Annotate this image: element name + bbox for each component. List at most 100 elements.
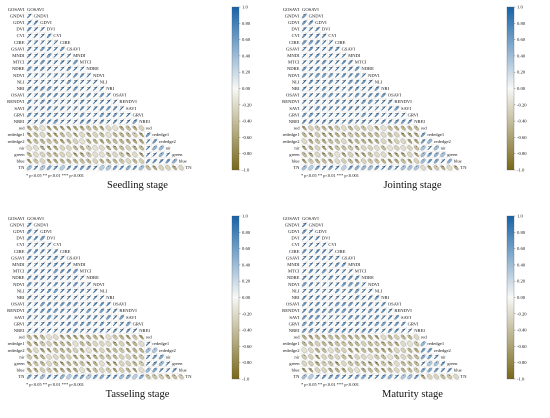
correlation-cell: *: [333, 366, 341, 374]
svg-text:*: *: [161, 152, 162, 156]
correlation-cell: ***: [327, 58, 335, 66]
correlation-cell: ***: [314, 280, 321, 288]
correlation-cell: *: [52, 360, 60, 367]
svg-text:***: ***: [303, 275, 306, 279]
svg-text:**: **: [363, 328, 365, 332]
svg-text:*: *: [357, 341, 358, 345]
svg-text:*: *: [310, 341, 311, 345]
svg-text:**: **: [48, 374, 50, 378]
row-label: green: [289, 361, 300, 366]
svg-text:***: ***: [100, 315, 103, 319]
correlation-cell: *: [131, 340, 139, 348]
correlation-cell: **: [32, 353, 40, 361]
row-label: NLI: [17, 79, 25, 84]
correlation-cell: *: [58, 373, 66, 381]
correlation-cell: **: [314, 294, 321, 301]
correlation-cell: ***: [32, 307, 40, 315]
correlation-cell: **: [426, 346, 434, 354]
correlation-cell: *: [320, 157, 328, 165]
svg-text:**: **: [74, 132, 76, 136]
svg-text:***: ***: [120, 106, 123, 110]
svg-text:*: *: [134, 354, 135, 358]
svg-text:***: ***: [362, 315, 365, 319]
svg-text:*: *: [304, 374, 305, 378]
svg-text:*: *: [436, 361, 437, 365]
svg-text:*: *: [121, 158, 122, 162]
correlation-cell: *: [380, 360, 387, 367]
svg-text:**: **: [310, 112, 312, 116]
svg-text:***: ***: [362, 106, 365, 110]
correlation-cell: **: [320, 320, 328, 328]
svg-text:*: *: [390, 374, 391, 378]
correlation-cell: [347, 366, 354, 374]
correlation-cell: **: [314, 71, 321, 79]
svg-text:*: *: [62, 354, 63, 358]
correlation-cell: ***: [333, 58, 341, 66]
correlation-cell: **: [353, 373, 361, 381]
correlation-cell: *: [91, 137, 99, 145]
svg-text:***: ***: [316, 282, 319, 286]
svg-text:***: ***: [28, 59, 31, 63]
svg-text:**: **: [154, 367, 156, 371]
correlation-cell: ***: [78, 300, 86, 308]
svg-text:***: ***: [87, 282, 90, 286]
correlation-cell: ***: [353, 327, 361, 334]
correlation-cell: ***: [171, 366, 178, 374]
svg-text:**: **: [448, 367, 450, 371]
correlation-cell: **: [45, 52, 53, 59]
svg-text:***: ***: [48, 66, 51, 70]
svg-text:***: ***: [100, 99, 103, 103]
correlation-cell: *: [25, 346, 33, 354]
svg-text:***: ***: [303, 106, 306, 110]
diagonal-label: rededge2: [434, 348, 452, 353]
svg-text:**: **: [336, 288, 338, 292]
svg-text:***: ***: [34, 99, 37, 103]
correlation-cell: ***: [85, 104, 93, 112]
correlation-cell: ***: [58, 91, 66, 99]
svg-text:**: **: [140, 374, 142, 378]
svg-text:**: **: [349, 165, 351, 169]
svg-text:***: ***: [336, 59, 339, 63]
correlation-cell: *: [25, 151, 33, 158]
row-label: blue: [292, 159, 300, 164]
correlation-cell: [39, 151, 46, 158]
svg-text:**: **: [415, 152, 417, 156]
svg-text:***: ***: [153, 152, 156, 156]
row-label: MTCI: [288, 269, 300, 274]
svg-text:*: *: [55, 348, 56, 352]
row-label: GSAVI: [286, 255, 300, 260]
correlation-cell: ***: [300, 52, 308, 59]
correlation-cell: **: [98, 118, 106, 125]
row-label: DVI: [291, 236, 300, 241]
correlation-cell: ***: [45, 274, 53, 282]
svg-text:***: ***: [48, 79, 51, 83]
correlation-cell: **: [111, 144, 119, 152]
correlation-cell: **: [300, 124, 308, 132]
correlation-cell: **: [72, 124, 79, 132]
correlation-cell: **: [98, 104, 106, 112]
svg-text:**: **: [389, 348, 391, 352]
correlation-cell: *: [171, 157, 178, 165]
correlation-cell: *: [98, 373, 106, 381]
correlation-cell: **: [360, 151, 368, 158]
svg-text:***: ***: [94, 315, 97, 319]
correlation-cell: **: [72, 333, 79, 341]
correlation-cell: **: [366, 307, 374, 315]
svg-text:***: ***: [28, 79, 31, 83]
correlation-cell: **: [360, 78, 368, 86]
svg-text:*: *: [416, 125, 417, 129]
svg-text:*: *: [68, 348, 69, 352]
correlation-cell: ***: [52, 45, 60, 53]
correlation-cell: *: [419, 144, 427, 152]
svg-text:**: **: [127, 328, 129, 332]
correlation-cell: **: [131, 118, 139, 125]
correlation-cell: **: [340, 307, 348, 315]
correlation-cell: [393, 131, 401, 139]
svg-text:***: ***: [160, 367, 163, 371]
svg-text:***: ***: [34, 321, 37, 325]
svg-text:***: ***: [323, 301, 326, 305]
svg-text:***: ***: [309, 235, 312, 239]
svg-text:*: *: [29, 165, 30, 169]
correlation-cell: ***: [327, 320, 335, 328]
correlation-cell: **: [85, 91, 93, 99]
